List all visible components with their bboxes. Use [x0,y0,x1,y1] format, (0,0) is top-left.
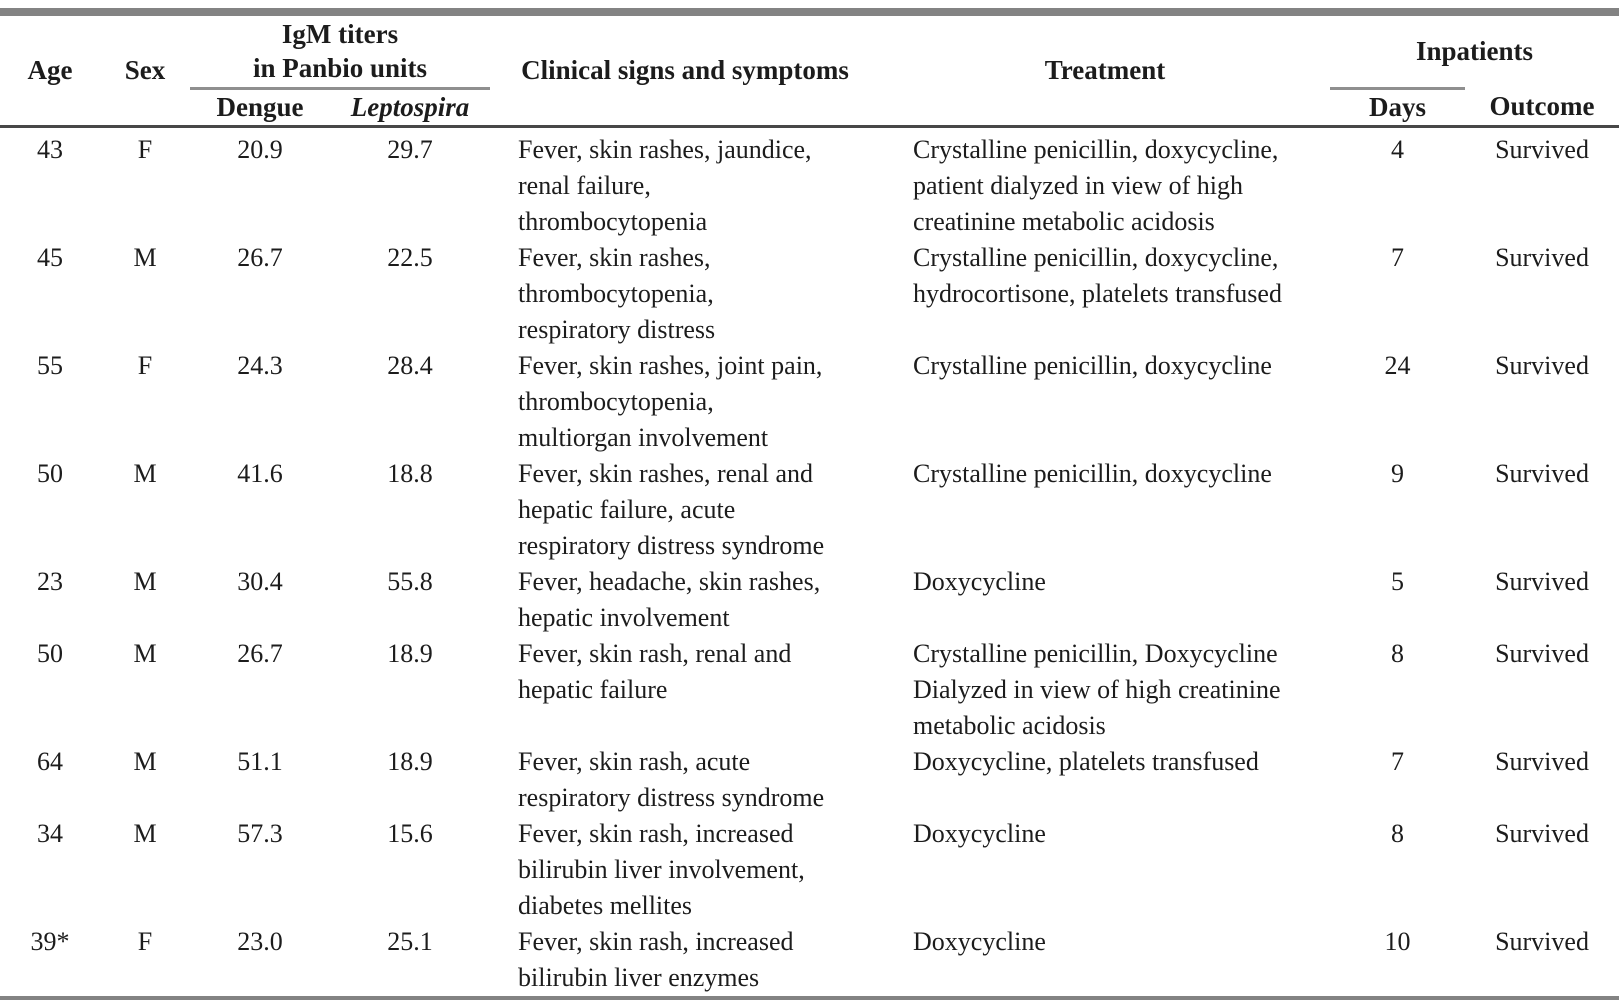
patients-table: Age Sex IgM titers in Panbio units Clini… [0,16,1619,996]
age-cell: 50 [37,638,63,668]
patient-row: 39* F 23.0 25.1 Fever, skin rash, increa… [0,924,1619,996]
clinical-signs-cell: Fever, skin rash, increased bilirubin li… [518,818,805,920]
treatment-cell: Crystalline penicillin, doxycycline [913,458,1272,488]
inpatient-days-cell: 10 [1384,926,1411,956]
age-cell: 39* [30,926,70,956]
inpatient-days-cell: 7 [1391,746,1405,776]
col-header-sex: Sex [100,16,190,128]
treatment-cell: Crystalline penicillin, Doxycycline Dial… [913,638,1281,740]
inpatient-days-cell: 9 [1391,458,1405,488]
sex-cell: F [137,926,153,956]
inpatient-days-cell: 24 [1384,350,1411,380]
patient-row: 45 M 26.7 22.5 Fever, skin rashes, throm… [0,240,1619,348]
col-header-days: Days [1330,86,1466,128]
sex-cell: M [133,746,157,776]
clinical-signs-cell: Fever, headache, skin rashes, hepatic in… [518,566,821,632]
col-group-inpatients: Inpatients [1416,35,1534,66]
col-header-dengue: Dengue [190,88,330,128]
dengue-titer-cell: 41.6 [237,458,283,488]
outcome-cell: Survived [1495,746,1589,776]
leptospira-titer-cell: 29.7 [387,134,433,164]
outcome-cell: Survived [1495,926,1589,956]
dengue-titer-cell: 57.3 [237,818,283,848]
dengue-titer-cell: 20.9 [237,134,283,164]
dengue-titer-cell: 30.4 [237,566,283,596]
col-header-clinical-signs: Clinical signs and symptoms [490,16,881,128]
patient-row: 43 F 20.9 29.7 Fever, skin rashes, jaund… [0,126,1619,240]
treatment-cell: Doxycycline, platelets transfused [913,746,1259,776]
col-group-igm-titers: IgM titers in Panbio units [190,16,491,90]
treatment-cell: Doxycycline [913,818,1046,848]
patient-row: 34 M 57.3 15.6 Fever, skin rash, increas… [0,816,1619,924]
age-cell: 55 [37,350,63,380]
sex-cell: M [133,818,157,848]
leptospira-titer-cell: 28.4 [387,350,433,380]
treatment-cell: Doxycycline [913,566,1046,596]
outcome-cell: Survived [1495,134,1589,164]
dengue-titer-cell: 51.1 [237,746,283,776]
clinical-signs-cell: Fever, skin rashes, joint pain, thromboc… [518,350,823,452]
leptospira-titer-cell: 18.8 [387,458,433,488]
outcome-cell: Survived [1495,242,1589,272]
age-cell: 50 [37,458,63,488]
treatment-cell: Crystalline penicillin, doxycycline, hyd… [913,242,1282,308]
inpatient-days-cell: 4 [1391,134,1405,164]
inpatient-days-cell: 5 [1391,566,1405,596]
col-header-age: Age [0,16,100,128]
clinical-signs-cell: Fever, skin rashes, thrombocytopenia, re… [518,242,716,344]
sex-cell: M [133,458,157,488]
clinical-signs-cell: Fever, skin rash, increased bilirubin li… [518,926,794,992]
sex-cell: F [137,350,153,380]
leptospira-titer-cell: 18.9 [387,746,433,776]
age-cell: 34 [37,818,63,848]
sex-cell: M [133,242,157,272]
clinical-signs-cell: Fever, skin rash, acute respiratory dist… [518,746,825,812]
age-cell: 23 [37,566,63,596]
header-sub-row: Dengue Leptospira Days Outcome [0,86,1619,128]
dengue-titer-cell: 26.7 [237,242,283,272]
inpatient-days-cell: 8 [1391,638,1405,668]
sex-cell: M [133,566,157,596]
outcome-cell: Survived [1495,638,1589,668]
patient-row: 50 M 41.6 18.8 Fever, skin rashes, renal… [0,456,1619,564]
patient-row: 55 F 24.3 28.4 Fever, skin rashes, joint… [0,348,1619,456]
inpatient-days-cell: 7 [1391,242,1405,272]
col-header-leptospira: Leptospira [330,88,491,128]
patient-row: 23 M 30.4 55.8 Fever, headache, skin ras… [0,564,1619,636]
outcome-cell: Survived [1495,566,1589,596]
leptospira-titer-cell: 15.6 [387,818,433,848]
age-cell: 45 [37,242,63,272]
clinical-signs-cell: Fever, skin rashes, jaundice, renal fail… [518,134,812,236]
inpatient-days-cell: 8 [1391,818,1405,848]
table-body: 43 F 20.9 29.7 Fever, skin rashes, jaund… [0,126,1619,996]
leptospira-titer-cell: 22.5 [387,242,433,272]
patient-row: 64 M 51.1 18.9 Fever, skin rash, acute r… [0,744,1619,816]
col-header-outcome: Outcome [1465,88,1619,128]
treatment-cell: Crystalline penicillin, doxycycline [913,350,1272,380]
outcome-cell: Survived [1495,458,1589,488]
patient-row: 50 M 26.7 18.9 Fever, skin rash, renal a… [0,636,1619,744]
age-cell: 43 [37,134,63,164]
treatment-cell: Doxycycline [913,926,1046,956]
patients-table-frame: Age Sex IgM titers in Panbio units Clini… [0,8,1619,1000]
table-header: Age Sex IgM titers in Panbio units Clini… [0,16,1619,128]
clinical-signs-cell: Fever, skin rashes, renal and hepatic fa… [518,458,825,560]
leptospira-titer-cell: 55.8 [387,566,433,596]
sex-cell: M [133,638,157,668]
dengue-titer-cell: 24.3 [237,350,283,380]
header-group-row: Age Sex IgM titers in Panbio units Clini… [0,16,1619,128]
leptospira-titer-cell: 25.1 [387,926,433,956]
leptospira-titer-cell: 18.9 [387,638,433,668]
outcome-cell: Survived [1495,818,1589,848]
outcome-cell: Survived [1495,350,1589,380]
dengue-titer-cell: 26.7 [237,638,283,668]
treatment-cell: Crystalline penicillin, doxycycline, pat… [913,134,1279,236]
dengue-titer-cell: 23.0 [237,926,283,956]
age-cell: 64 [37,746,63,776]
sex-cell: F [137,134,153,164]
clinical-signs-cell: Fever, skin rash, renal and hepatic fail… [518,638,792,704]
col-header-treatment: Treatment [880,16,1331,128]
